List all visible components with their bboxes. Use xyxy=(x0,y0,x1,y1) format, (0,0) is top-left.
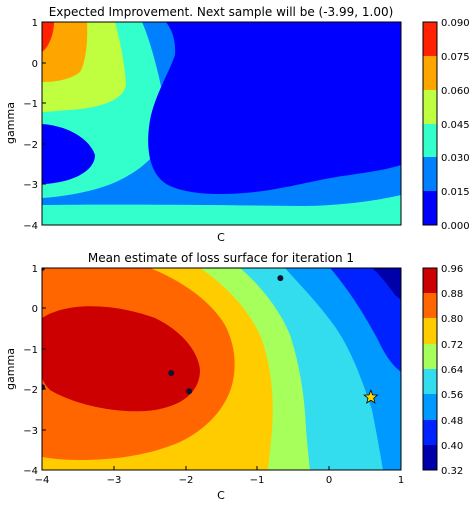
bottom-colorbar-label: 0.96 xyxy=(441,264,463,275)
bottom-colorbar-label: 0.56 xyxy=(441,390,463,401)
top-colorbar: 0.090 0.075 0.060 0.045 0.030 0.015 0.00… xyxy=(422,18,470,232)
loss-level-088-096 xyxy=(42,306,200,412)
top-colorbar-label: 0.030 xyxy=(441,153,470,164)
top-contour-area xyxy=(42,22,401,225)
bottom-chart-title: Mean estimate of loss surface for iterat… xyxy=(88,251,354,265)
next-sample-marker xyxy=(363,389,379,404)
bottom-y-tick-label: 0 xyxy=(32,304,38,315)
bottom-y-tick-label: −2 xyxy=(23,385,38,396)
top-y-tick-label: −1 xyxy=(23,99,38,110)
bottom-colorbar: 0.96 0.88 0.80 0.72 0.64 0.56 0.48 0.40 … xyxy=(422,264,463,477)
bottom-y-axis: 1 0 −1 −2 −3 −4 xyxy=(23,264,46,477)
top-y-tick-label: 1 xyxy=(32,18,38,29)
ei-level-0060-0075 xyxy=(42,22,88,82)
bottom-colorbar-label: 0.80 xyxy=(441,314,463,325)
top-y-axis-label: gamma xyxy=(4,102,17,144)
bottom-colorbar-label: 0.40 xyxy=(441,441,463,452)
top-colorbar-label: 0.060 xyxy=(441,86,470,97)
ei-level-0075-0090 xyxy=(42,22,54,52)
ei-level-0000-0015-main xyxy=(148,22,401,195)
bottom-colorbar-label: 0.48 xyxy=(441,416,463,427)
ei-level-0030-0045-bottom xyxy=(42,195,401,225)
bottom-x-axis-label: C xyxy=(217,489,225,502)
bottom-x-tick-label: −1 xyxy=(250,475,265,486)
sample-point xyxy=(186,388,193,395)
bottom-x-tick-label: 0 xyxy=(326,475,332,486)
bottom-colorbar-label: 0.64 xyxy=(441,365,463,376)
top-colorbar-label: 0.090 xyxy=(441,18,470,29)
bottom-x-tick-label: −2 xyxy=(179,475,194,486)
bottom-y-tick-label: −4 xyxy=(23,466,38,477)
bottom-y-tick-label: −1 xyxy=(23,345,38,356)
bottom-y-axis-label: gamma xyxy=(4,348,17,390)
sample-point xyxy=(277,275,284,282)
top-colorbar-label: 0.015 xyxy=(441,187,470,198)
bottom-x-tick-label: −3 xyxy=(107,475,122,486)
next-sample-star xyxy=(363,389,379,404)
bottom-contour-area xyxy=(42,268,401,470)
top-x-axis-label: C xyxy=(217,231,225,244)
sample-point xyxy=(168,370,175,377)
top-colorbar-label: 0.045 xyxy=(441,120,470,131)
bottom-y-tick-label: −3 xyxy=(23,426,38,437)
top-y-tick-label: −4 xyxy=(23,221,38,232)
ei-level-0000-0015-pocket xyxy=(42,124,95,184)
sample-point xyxy=(42,268,45,271)
top-colorbar-label: 0.075 xyxy=(441,52,470,63)
top-y-tick-label: −3 xyxy=(23,180,38,191)
bottom-x-axis: −4 −3 −2 −1 0 1 xyxy=(35,466,404,486)
bottom-colorbar-label: 0.32 xyxy=(441,466,463,477)
top-y-tick-label: −2 xyxy=(23,140,38,151)
bottom-colorbar-label: 0.88 xyxy=(441,289,463,300)
top-chart-title: Expected Improvement. Next sample will b… xyxy=(49,5,394,19)
top-y-tick-label: 0 xyxy=(32,59,38,70)
bottom-y-tick-label: 1 xyxy=(32,264,38,275)
top-colorbar-label: 0.000 xyxy=(441,221,470,232)
bottom-x-tick-label: 1 xyxy=(398,475,404,486)
top-y-axis: 1 0 −1 −2 −3 −4 xyxy=(23,18,46,232)
bottom-colorbar-label: 0.72 xyxy=(441,340,463,351)
bottom-x-tick-label: −4 xyxy=(35,475,50,486)
